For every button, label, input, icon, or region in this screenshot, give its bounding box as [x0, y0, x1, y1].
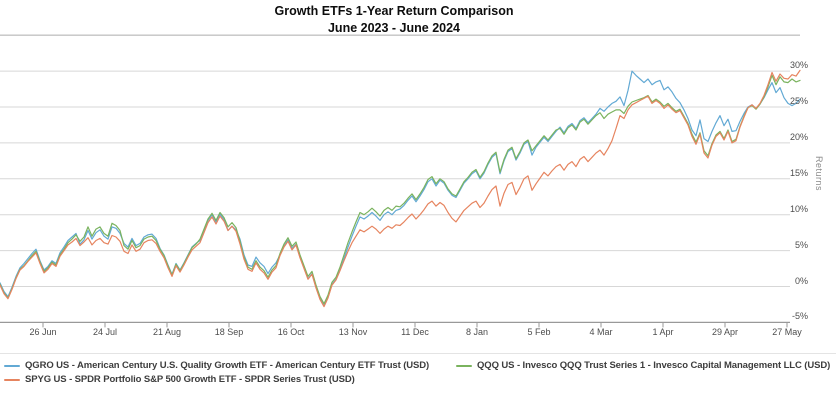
- legend-item-spyg[interactable]: SPYG US - SPDR Portfolio S&P 500 Growth …: [4, 374, 456, 385]
- x-axis-label-5: 13 Nov: [338, 327, 368, 337]
- x-axis-label-11: 29 Apr: [711, 327, 739, 337]
- legend-label-qqq: QQQ US - Invesco QQQ Trust Series 1 - In…: [477, 360, 831, 371]
- series-line-qqq[interactable]: [0, 74, 801, 305]
- chart-title: Growth ETFs 1-Year Return Comparison: [274, 4, 514, 18]
- spyg-line-swatch: [4, 378, 20, 381]
- x-axis-label-9: 4 Mar: [589, 327, 613, 337]
- chart-title-block: Growth ETFs 1-Year Return Comparison Jun…: [0, 3, 788, 36]
- chart-region: 30% 25% 20% 15% 10% 5% 0% -5% 26 Jun 24 Jul 21 Aug…: [0, 0, 836, 352]
- y-axis-label-10: 10%: [789, 204, 808, 214]
- chart-subtitle: June 2023 - June 2024: [327, 20, 461, 35]
- x-axis-label-2: 21 Aug: [152, 327, 182, 337]
- x-axis-label-6: 11 Dec: [401, 327, 429, 337]
- chart-canvas[interactable]: [0, 0, 836, 352]
- y-axis-label-0: 0%: [794, 276, 808, 286]
- legend-item-qqq[interactable]: QQQ US - Invesco QQQ Trust Series 1 - In…: [456, 360, 836, 371]
- x-axis-label-7: 8 Jan: [465, 327, 489, 337]
- x-axis-label-4: 16 Oct: [277, 327, 305, 337]
- y-axis-label-30: 30%: [789, 60, 808, 70]
- x-axis-label-12: 27 May: [772, 327, 802, 337]
- y-axis-title: Returns: [814, 156, 824, 192]
- legend-label-spyg: SPYG US - SPDR Portfolio S&P 500 Growth …: [25, 374, 355, 385]
- qqq-line-swatch: [456, 364, 472, 367]
- series-line-spyg[interactable]: [0, 69, 801, 308]
- y-axis-label-25: 25%: [789, 96, 808, 106]
- series-line-qgro[interactable]: [0, 70, 801, 307]
- x-axis-label-8: 5 Feb: [527, 327, 551, 337]
- x-axis-label-0: 26 Jun: [29, 327, 57, 337]
- y-axis-label-20: 20%: [789, 132, 808, 142]
- legend-item-qgro[interactable]: QGRO US - American Century U.S. Quality …: [4, 360, 456, 371]
- y-axis-label-5: 5%: [794, 240, 808, 250]
- x-axis-label-3: 18 Sep: [214, 327, 244, 337]
- y-axis-label-15: 15%: [789, 168, 808, 178]
- qgro-line-swatch: [4, 364, 20, 367]
- legend-label-qgro: QGRO US - American Century U.S. Quality …: [25, 360, 430, 371]
- x-axis-label-10: 1 Apr: [652, 327, 674, 337]
- y-axis-label--5: -5%: [791, 311, 808, 321]
- x-axis-label-1: 24 Jul: [92, 327, 118, 337]
- legend: QGRO US - American Century U.S. Quality …: [0, 353, 836, 385]
